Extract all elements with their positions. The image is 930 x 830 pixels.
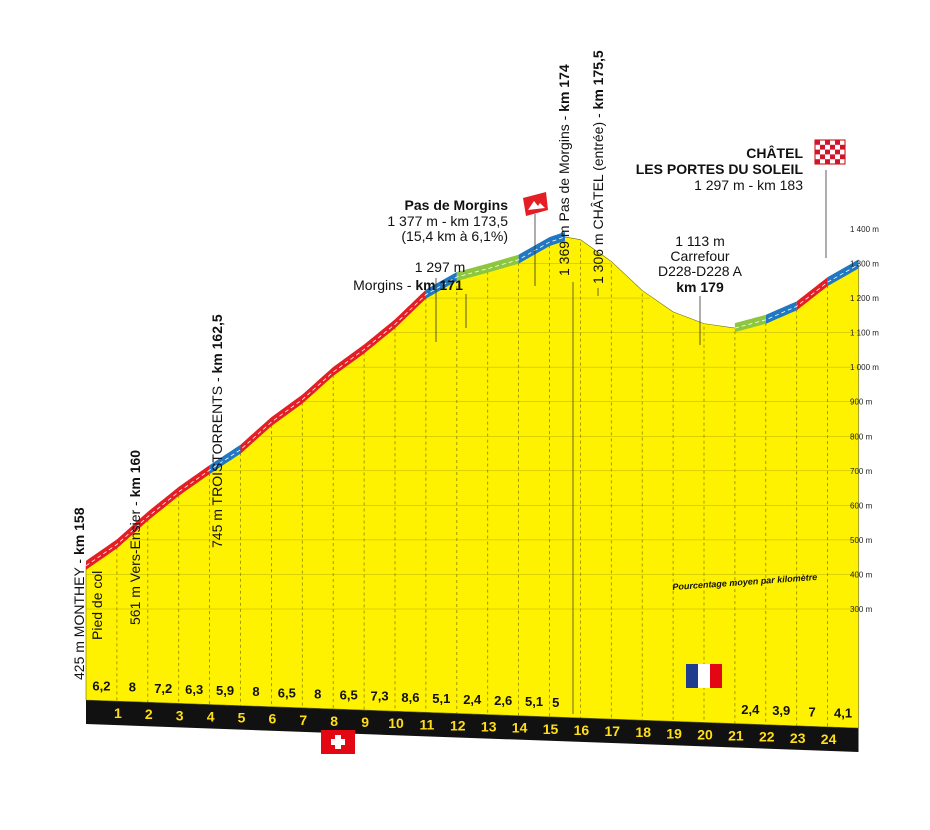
y-tick-label: 800 m xyxy=(850,432,873,441)
gradient-label: 7,3 xyxy=(371,689,389,704)
annotation-carrefour-road: D228-D228 A xyxy=(658,263,743,279)
gradient-label: 8 xyxy=(129,680,136,695)
gridlines-layer xyxy=(86,242,859,727)
annotation-carrefour-km: km 179 xyxy=(676,279,724,295)
gradient-label: 2,6 xyxy=(494,693,512,708)
gradient-label: 5,1 xyxy=(525,694,543,709)
gradient-segment xyxy=(86,465,210,570)
y-tick-label: 900 m xyxy=(850,398,873,407)
y-tick-label: 1 000 m xyxy=(850,363,879,372)
x-tick-label: 22 xyxy=(759,729,775,745)
x-tick-label: 7 xyxy=(299,712,307,728)
gradient-label: 2,4 xyxy=(741,702,760,717)
annotation-finish-name: LES PORTES DU SOLEIL xyxy=(636,161,804,177)
annotation-morgins: Morgins - km 171 xyxy=(353,277,463,293)
x-tick-label: 24 xyxy=(821,731,837,747)
profile-base-strip xyxy=(86,700,859,752)
x-tick-label: 15 xyxy=(543,721,559,737)
gradient-label: 6,5 xyxy=(340,688,358,703)
x-tick-label: 12 xyxy=(450,717,466,733)
gradient-label: 8 xyxy=(314,686,321,701)
x-tick-label: 18 xyxy=(635,724,651,740)
gradient-label: 3,9 xyxy=(772,703,790,718)
y-tick-label: 1 100 m xyxy=(850,329,879,338)
y-tick-label: 600 m xyxy=(850,501,873,510)
x-tick-label: 6 xyxy=(269,711,277,727)
x-tick-label: 2 xyxy=(145,706,153,722)
y-tick-label: 300 m xyxy=(850,605,873,614)
y-tick-label: 1 200 m xyxy=(850,294,879,303)
annotation-troistorrents: 745 m TROISTORRENTS - km 162,5 xyxy=(209,314,225,548)
gradient-segment xyxy=(240,289,426,454)
gradient-segment xyxy=(827,259,859,287)
band-centerline xyxy=(85,236,859,567)
annotation-monthey: 425 m MONTHEY - km 158 xyxy=(71,507,87,680)
finish-flag-icon xyxy=(814,139,846,165)
swiss-flag-icon xyxy=(321,730,355,754)
annotation-carrefour-name: Carrefour xyxy=(670,248,729,264)
gradient-segment xyxy=(456,254,519,281)
gradient-label: 5,9 xyxy=(216,683,234,698)
y-tick-label: 1 300 m xyxy=(850,260,879,269)
annotation-pied-de-col: Pied de col xyxy=(89,571,105,640)
x-tick-label: 19 xyxy=(666,725,682,741)
annotation-pas-de-morgins: Pas de Morgins xyxy=(405,197,509,213)
x-tick-label: 11 xyxy=(419,716,434,732)
y-tick-label: 500 m xyxy=(850,536,873,545)
gradient-band-layer xyxy=(85,231,859,570)
gradient-label: 6,5 xyxy=(278,685,296,700)
gradient-label: 8,6 xyxy=(401,690,419,705)
x-axis-layer: 1 2 3 4 5 6 7 8 9 10 11 12 13 14 15 16 17 18 19 20 21 22 23 24 xyxy=(114,705,837,747)
gradient-segment xyxy=(734,314,766,333)
x-tick-label: 13 xyxy=(481,719,497,735)
x-tick-label: 17 xyxy=(605,723,621,739)
french-flag-icon xyxy=(686,664,722,688)
gradient-label: 2,4 xyxy=(463,692,482,707)
x-tick-label: 8 xyxy=(330,713,338,729)
x-tick-label: 1 xyxy=(114,705,122,721)
gradient-label: 5,1 xyxy=(432,691,450,706)
gradient-label: 5 xyxy=(552,695,559,710)
annotation-finish-alt: 1 297 m - km 183 xyxy=(694,177,803,193)
x-tick-label: 5 xyxy=(238,710,246,726)
y-tick-label: 700 m xyxy=(850,467,873,476)
gradient-segment xyxy=(209,444,241,475)
profile-area xyxy=(85,236,859,729)
gradient-labels-layer: 6,2 8 7,2 6,3 5,9 8 6,5 8 6,5 7,3 8,6 5,1 2,4 2,6 5,1 5… xyxy=(92,679,852,721)
gradient-label: 8 xyxy=(252,684,259,699)
profile-fill-layer xyxy=(85,236,859,729)
gradient-segment xyxy=(765,301,797,324)
annotation-pas-climb: (15,4 km à 6,1%) xyxy=(401,228,508,244)
annotation-pas-km174: 1 369 m Pas de Morgins - km 174 xyxy=(556,64,572,276)
gradient-label: 4,1 xyxy=(834,705,852,720)
annotation-finish-town: CHÂTEL xyxy=(746,144,803,161)
gradient-segment xyxy=(518,231,565,264)
annotation-chatel-entree: 1 306 m CHÂTEL (entrée) - km 175,5 xyxy=(590,50,606,284)
x-tick-label: 16 xyxy=(574,722,590,738)
y-tick-label: 1 400 m xyxy=(850,225,879,234)
gradient-segment xyxy=(425,271,457,299)
y-axis-layer: 300 m 400 m 500 m 600 m 700 m 800 m 900 m 1 000… xyxy=(850,225,879,614)
gradient-label: 6,3 xyxy=(185,682,203,697)
profile-base-layer xyxy=(86,700,859,752)
annotation-morgins-alt: 1 297 m xyxy=(415,259,466,275)
annotation-carrefour-alt: 1 113 m xyxy=(675,233,725,249)
x-tick-label: 23 xyxy=(790,730,806,746)
flags-layer xyxy=(321,139,846,754)
x-tick-label: 14 xyxy=(512,720,528,736)
gradient-label: 7 xyxy=(809,704,816,719)
x-tick-label: 21 xyxy=(728,728,744,744)
x-tick-label: 10 xyxy=(388,715,404,731)
y-tick-label: 400 m xyxy=(850,570,873,579)
x-tick-label: 20 xyxy=(697,726,713,742)
x-tick-label: 4 xyxy=(207,708,215,724)
annotation-pas-alt: 1 377 m - km 173,5 xyxy=(387,213,508,229)
annotation-vers-ensier: 561 m Vers-Ensier - km 160 xyxy=(127,450,143,625)
x-tick-label: 3 xyxy=(176,707,184,723)
x-tick-label: 9 xyxy=(361,714,369,730)
gradient-label: 7,2 xyxy=(154,681,172,696)
gradient-label: 6,2 xyxy=(92,679,110,694)
